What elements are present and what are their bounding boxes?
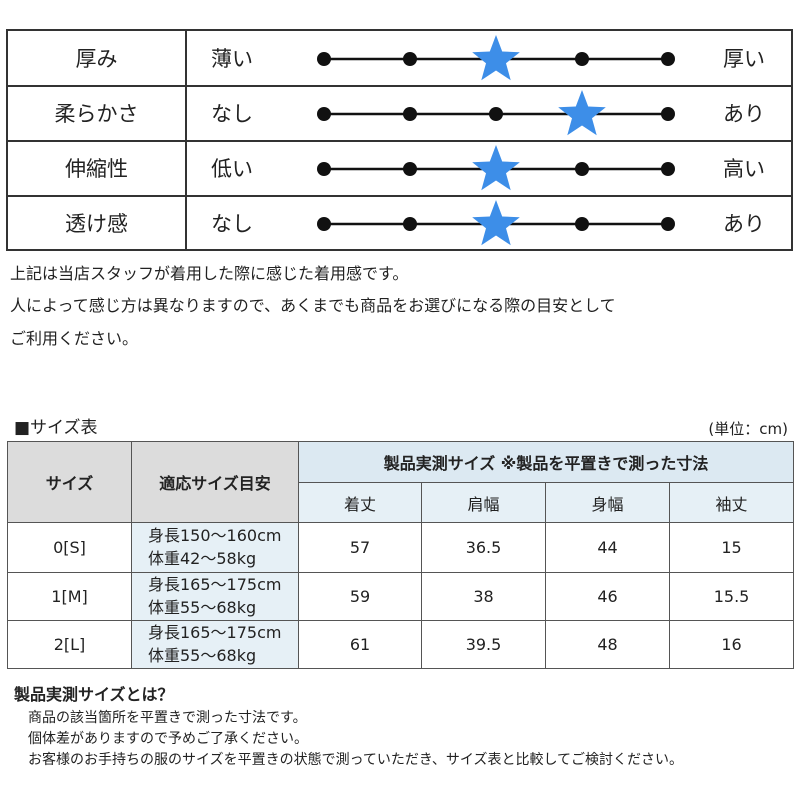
scale-dot xyxy=(317,217,331,231)
scale-label: 透け感 xyxy=(8,196,187,250)
scale-low-label: 低い xyxy=(211,157,253,181)
scale-low-label: なし xyxy=(211,102,253,126)
scale-dot xyxy=(317,52,331,66)
value-cell: 44 xyxy=(545,522,670,573)
feel-scale-table: 厚み 薄い 厚い 柔らかさ なし あり 伸縮性 低い 高い 透け感 なし あり xyxy=(6,29,793,251)
scale-dot xyxy=(403,107,417,121)
scale-dot xyxy=(403,162,417,176)
header-sleeve: 袖丈 xyxy=(668,482,795,524)
value-cell: 15 xyxy=(668,522,795,573)
scale-dot xyxy=(661,52,675,66)
value-cell: 38 xyxy=(421,571,546,621)
scale-high-label: あり xyxy=(723,212,765,236)
scale-label: 柔らかさ xyxy=(8,86,187,140)
scale-low-label: 薄い xyxy=(211,47,253,71)
table-row: 1[M] 身長165～175cm 体重55～68kg 59 38 46 15.5 xyxy=(7,571,795,621)
fit-height: 身長165～175cm xyxy=(148,623,282,643)
scale-dot xyxy=(403,217,417,231)
fit-cell: 身長165～175cm 体重55～68kg xyxy=(131,619,299,670)
scale-dot xyxy=(489,107,503,121)
scale-label: 伸縮性 xyxy=(8,141,187,195)
value-cell: 48 xyxy=(545,619,670,670)
fit-weight: 体重42～58kg xyxy=(148,549,257,569)
scale-row-stretch: 伸縮性 低い 高い xyxy=(8,141,791,197)
header-measure-group: 製品実測サイズ ※製品を平置きで測った寸法 xyxy=(297,440,795,484)
scale-dot xyxy=(661,162,675,176)
rating-star-icon xyxy=(472,200,520,246)
value-cell: 57 xyxy=(298,522,422,573)
scale-dot xyxy=(317,107,331,121)
scale-row-softness: 柔らかさ なし あり xyxy=(8,86,791,142)
definition-line: お客様のお手持ちの服のサイズを平置きの状態で測っていただき、サイズ表と比較してご… xyxy=(28,752,684,768)
header-fit: 適応サイズ目安 xyxy=(131,440,299,524)
rating-star-icon xyxy=(558,90,606,136)
value-cell: 46 xyxy=(545,571,670,621)
definition-line: 商品の該当箇所を平置きで測った寸法です。 xyxy=(28,710,307,726)
note-line: 人によって感じ方は異なりますので、あくまでも商品をお選びになる際の目安として xyxy=(10,296,616,315)
scale-track xyxy=(317,200,675,246)
scale-dot xyxy=(661,107,675,121)
fit-weight: 体重55～68kg xyxy=(148,598,257,618)
scale-dot xyxy=(575,162,589,176)
header-chest: 身幅 xyxy=(545,482,670,524)
header-size: サイズ xyxy=(7,440,132,524)
note-line: ご利用ください。 xyxy=(10,329,139,348)
rating-star-icon xyxy=(472,145,520,191)
fit-cell: 身長165～175cm 体重55～68kg xyxy=(131,571,299,621)
scale-low-label: なし xyxy=(211,212,253,236)
scale-row-thickness: 厚み 薄い 厚い xyxy=(8,31,791,87)
definition-title: 製品実測サイズとは？ xyxy=(14,685,174,704)
value-cell: 61 xyxy=(298,619,422,670)
scale-high-label: 高い xyxy=(723,157,765,181)
scale-dot xyxy=(317,162,331,176)
scale-high-label: あり xyxy=(723,102,765,126)
scale-label: 厚み xyxy=(8,31,187,85)
scale-high-label: 厚い xyxy=(723,47,765,71)
value-cell: 15.5 xyxy=(668,571,795,621)
fit-weight: 体重55～68kg xyxy=(148,646,257,666)
note-line: 上記は当店スタッフが着用した際に感じた着用感です。 xyxy=(10,264,409,283)
scale-dot xyxy=(661,217,675,231)
scale-dot xyxy=(403,52,417,66)
size-table-heading: ■サイズ表 xyxy=(14,418,98,438)
fit-height: 身長165～175cm xyxy=(148,574,282,594)
value-cell: 16 xyxy=(668,619,795,670)
scale-track xyxy=(317,35,675,81)
size-table: サイズ 適応サイズ目安 製品実測サイズ ※製品を平置きで測った寸法 着丈 肩幅 … xyxy=(7,440,795,670)
header-length: 着丈 xyxy=(298,482,422,524)
value-cell: 59 xyxy=(298,571,422,621)
table-row: 0[S] 身長150～160cm 体重42～58kg 57 36.5 44 15 xyxy=(7,522,795,573)
size-cell: 0[S] xyxy=(7,522,132,573)
scale-track xyxy=(317,145,675,191)
fit-height: 身長150～160cm xyxy=(148,526,282,546)
rating-star-icon xyxy=(472,35,520,81)
table-row: 2[L] 身長165～175cm 体重55～68kg 61 39.5 48 16 xyxy=(7,619,795,670)
scale-row-sheerness: 透け感 なし あり xyxy=(8,196,791,250)
fit-cell: 身長150～160cm 体重42～58kg xyxy=(131,522,299,573)
definition-line: 個体差がありますので予めご了承ください。 xyxy=(28,731,308,747)
unit-label: (単位：cm) xyxy=(708,420,788,438)
value-cell: 39.5 xyxy=(421,619,546,670)
header-shoulder: 肩幅 xyxy=(421,482,546,524)
size-cell: 2[L] xyxy=(7,619,132,670)
scale-dot xyxy=(575,52,589,66)
size-cell: 1[M] xyxy=(7,571,132,621)
scale-track xyxy=(317,90,675,136)
scale-dot xyxy=(575,217,589,231)
value-cell: 36.5 xyxy=(421,522,546,573)
